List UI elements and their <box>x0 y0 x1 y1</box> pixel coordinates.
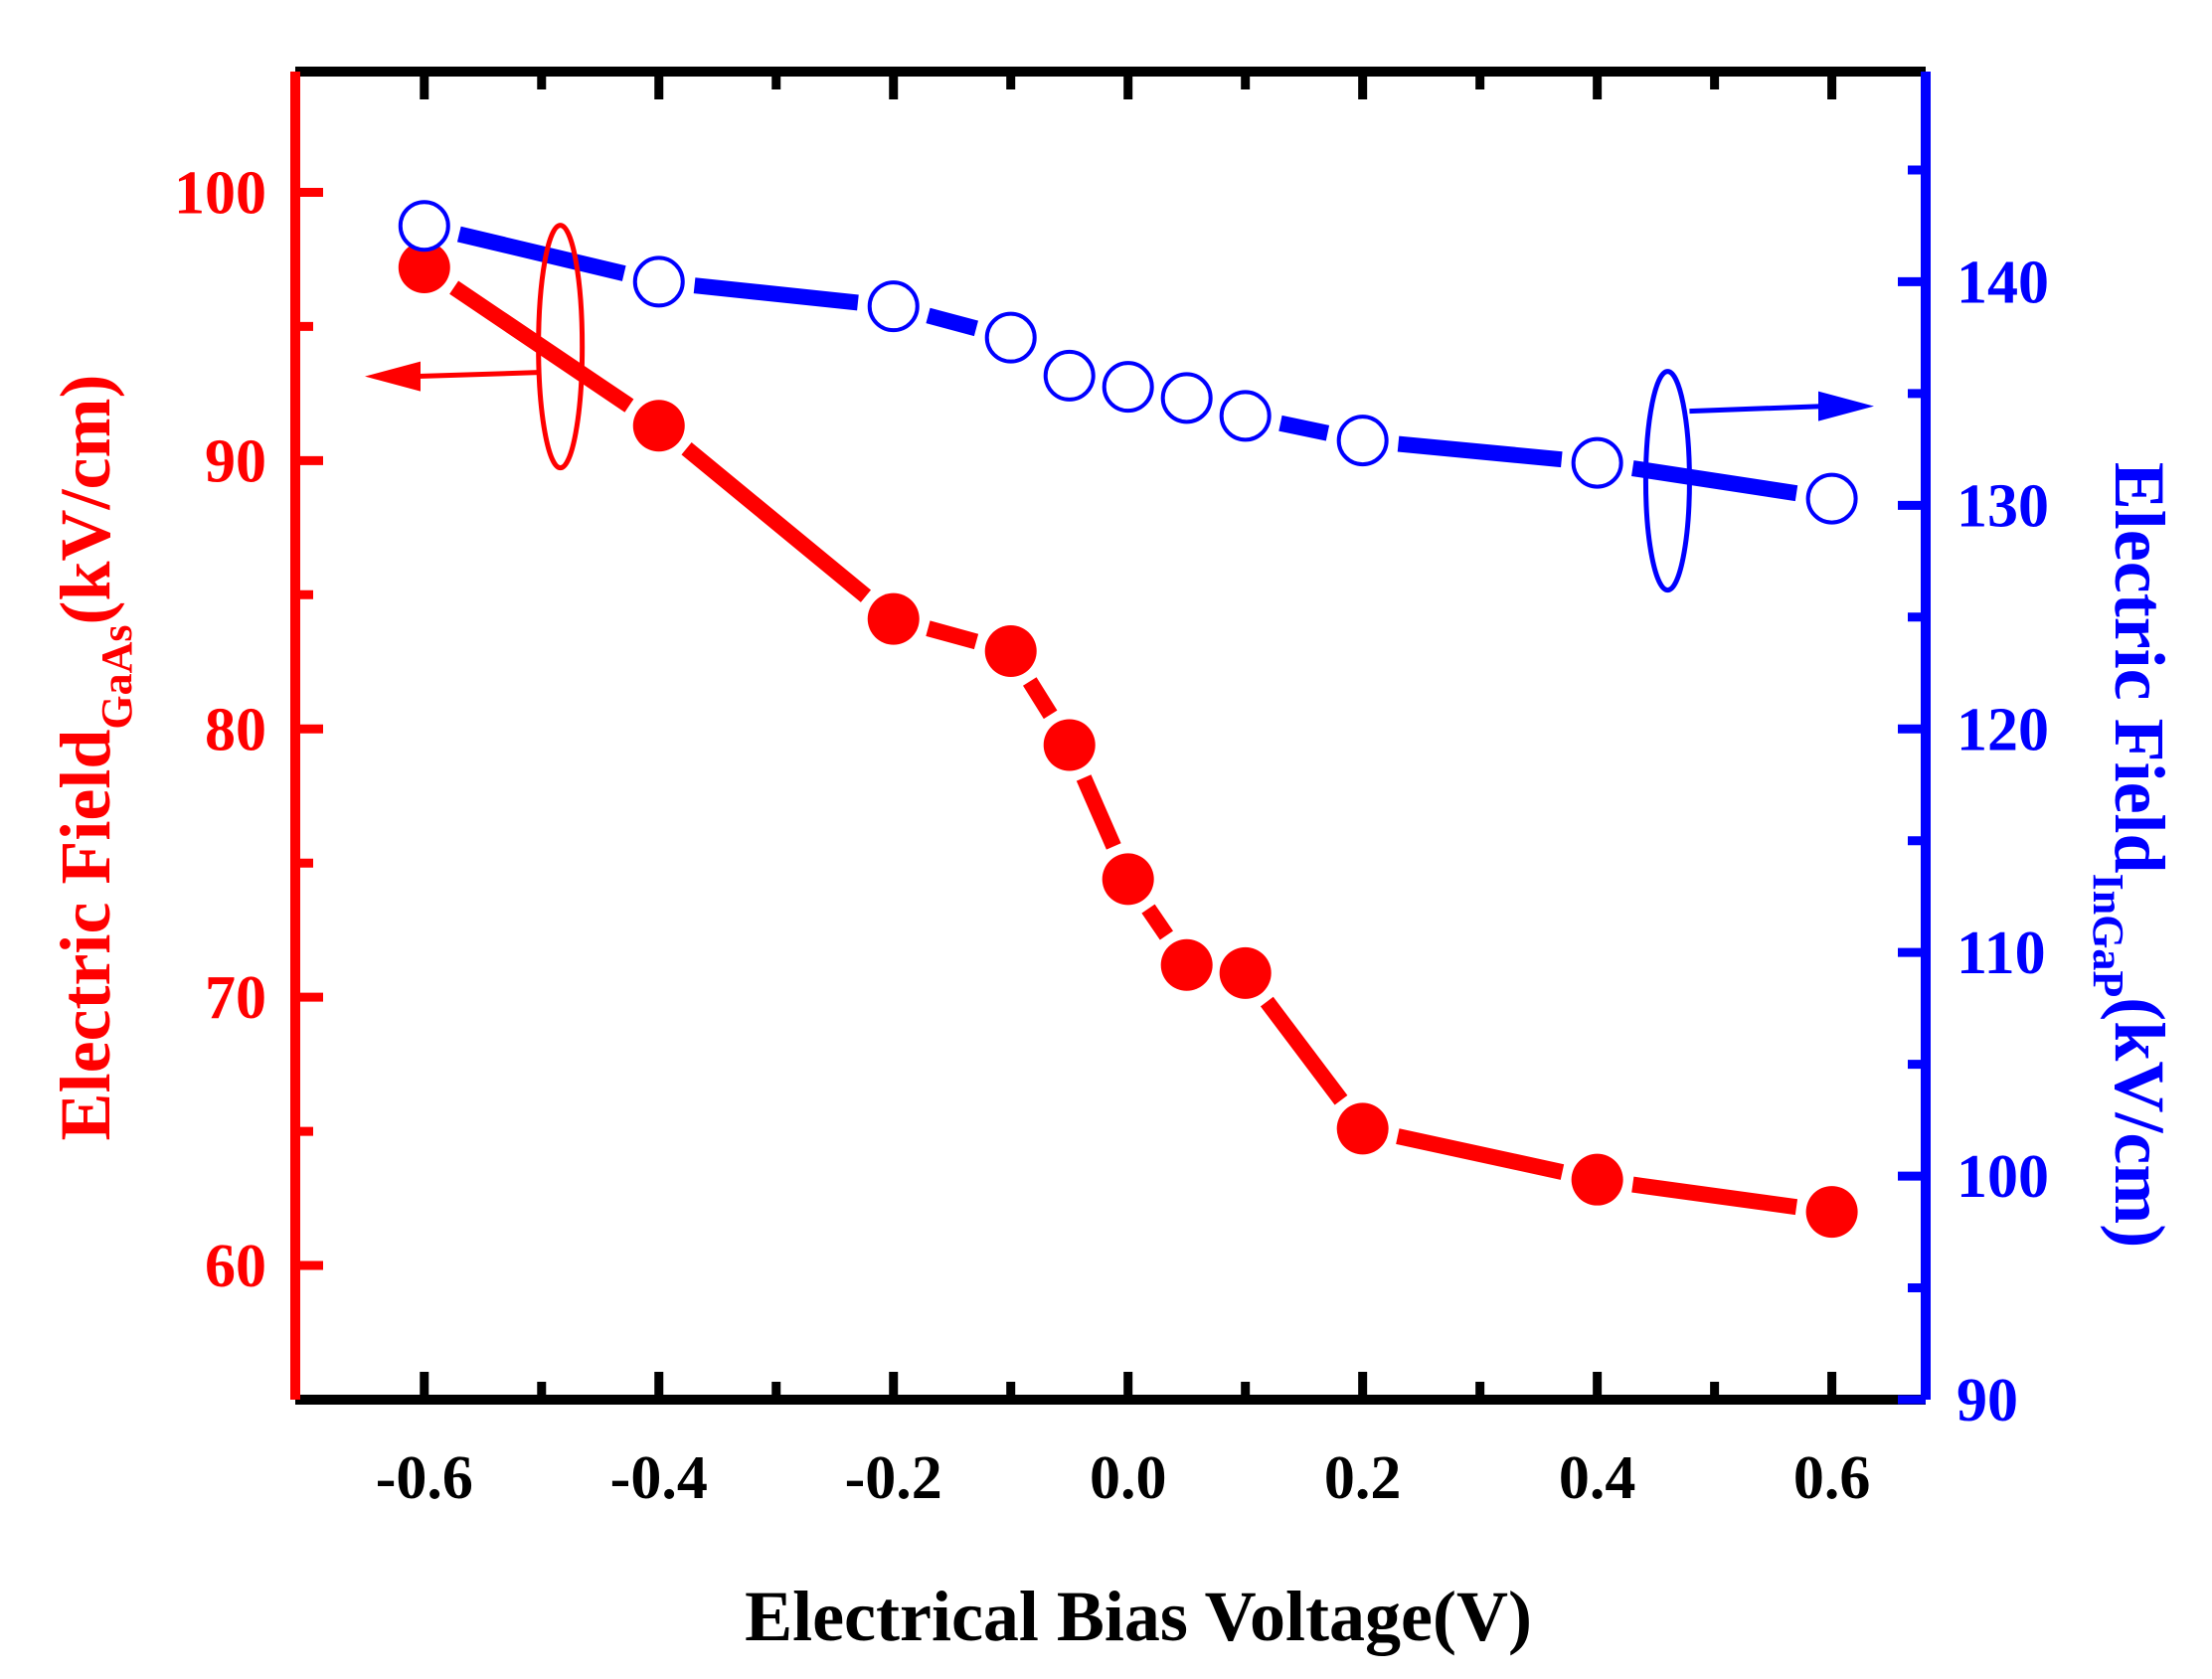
y-right-tick-label: 140 <box>1957 249 2049 316</box>
series-0-segment <box>1141 904 1173 940</box>
ingap-data-point <box>1219 390 1272 442</box>
plot-frame <box>290 67 1931 1405</box>
ingap-axis-ellipse <box>1642 369 1692 593</box>
series-1-segment <box>926 307 978 337</box>
gaas-data-point <box>984 624 1037 677</box>
ingap-data-point <box>1102 361 1154 414</box>
y-left-tick-label: 80 <box>205 696 266 763</box>
y-right-tick-label: 120 <box>1957 696 2049 763</box>
x-tick-label: -0.6 <box>376 1444 473 1512</box>
axis-ticks <box>295 72 1926 1405</box>
series-1-segment <box>1397 435 1563 468</box>
y-right-tick-label: 100 <box>1957 1143 2049 1211</box>
tick-labels: -0.6 -0.4 -0.2 0.0 0.2 0.4 0.6 60 70 80 90 100 90 100… <box>174 159 2049 1512</box>
axis-annotations <box>365 223 1874 593</box>
y-right-label-unit: (kV/cm) <box>2100 997 2179 1248</box>
gaas-data-point <box>1160 938 1213 991</box>
ingap-data-point <box>984 311 1037 364</box>
series-lines <box>449 226 1798 1216</box>
gaas-data-point <box>1219 946 1272 999</box>
series-0-segment <box>449 280 634 413</box>
y-left-tick-label: 90 <box>205 427 266 495</box>
series-0-segment <box>1022 677 1058 720</box>
ingap-axis-arrow-head <box>1818 391 1874 421</box>
gaas-data-point <box>632 400 685 452</box>
ingap-data-point <box>1160 372 1213 424</box>
series-0-segment <box>1396 1128 1565 1180</box>
gaas-data-point <box>1102 853 1154 906</box>
gaas-data-point <box>1043 719 1096 771</box>
ingap-data-point <box>632 255 685 308</box>
gaas-data-point <box>1336 1102 1389 1155</box>
y-left-tick-label: 60 <box>205 1233 266 1300</box>
x-tick-label: -0.2 <box>845 1444 942 1512</box>
x-axis-label: Electrical Bias Voltage(V) <box>745 1577 1532 1656</box>
series-0-segment <box>681 441 872 602</box>
y-right-label-sub: InGaP <box>2084 874 2132 998</box>
y-left-tick-label: 70 <box>205 964 266 1032</box>
series-0-segment <box>1260 996 1348 1105</box>
y-left-label-unit: (kV/cm) <box>46 375 125 625</box>
series-0-segment <box>926 620 979 650</box>
gaas-axis-arrow-shaft <box>414 370 539 380</box>
series-1-segment <box>1278 415 1330 441</box>
series-0-segment <box>1076 774 1121 850</box>
ingap-data-point <box>398 200 450 252</box>
y-axis-left-label: Electric FieldGaAs(kV/cm) <box>46 375 141 1141</box>
gaas-data-point <box>1805 1186 1858 1239</box>
y-right-tick-label: 130 <box>1957 472 2049 540</box>
y-right-label-main: Electric Field <box>2100 462 2179 874</box>
ingap-data-point <box>867 280 920 333</box>
series-1-segment <box>693 277 859 311</box>
gaas-axis-arrow-head <box>365 361 421 392</box>
series-0-segment <box>1631 1176 1798 1216</box>
ingap-data-point <box>1571 436 1623 489</box>
x-tick-label: 0.2 <box>1324 1444 1402 1512</box>
y-left-label-main: Electric Field <box>46 730 125 1141</box>
gaas-data-point <box>1571 1153 1623 1206</box>
y-axis-right-label: Electric FieldInGaP(kV/cm) <box>2084 462 2179 1248</box>
series-markers <box>398 200 1858 1239</box>
x-tick-label: -0.4 <box>610 1444 708 1512</box>
y-left-tick-label: 100 <box>174 159 266 227</box>
x-tick-label: 0.6 <box>1793 1444 1871 1512</box>
gaas-data-point <box>398 242 450 294</box>
y-left-label-sub: GaAs <box>92 624 141 729</box>
gaas-data-point <box>867 592 920 645</box>
series-1-segment <box>456 226 626 281</box>
gaas-axis-ellipse <box>536 223 586 471</box>
y-right-tick-label: 90 <box>1957 1367 2018 1434</box>
ingap-data-point <box>1805 472 1858 525</box>
series-1-segment <box>1631 460 1798 502</box>
x-tick-label: 0.0 <box>1090 1444 1167 1512</box>
x-tick-label: 0.4 <box>1559 1444 1636 1512</box>
y-right-tick-label: 110 <box>1957 920 2046 987</box>
ingap-axis-arrow-shaft <box>1689 404 1825 415</box>
ingap-data-point <box>1336 415 1389 467</box>
ingap-data-point <box>1043 349 1096 402</box>
